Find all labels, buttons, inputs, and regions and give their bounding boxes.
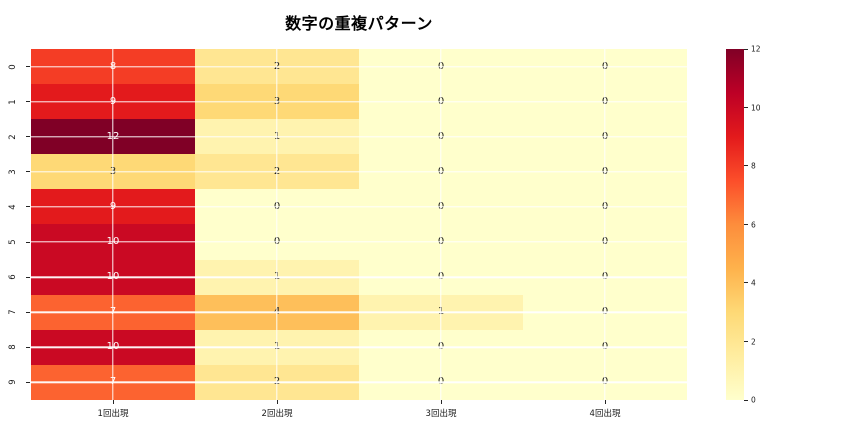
gridline-horizontal xyxy=(31,381,687,384)
colorbar-tick-mark xyxy=(744,282,748,284)
y-tick-mark xyxy=(26,241,30,243)
gridline-vertical xyxy=(112,49,114,400)
y-tick-mark xyxy=(26,311,30,313)
x-tick-label-1: 1回出現 xyxy=(97,409,129,419)
gridline-horizontal xyxy=(31,171,687,173)
colorbar-tick-mark xyxy=(744,48,748,50)
y-tick-label-1: 1 xyxy=(8,98,18,105)
colorbar-tick-mark xyxy=(744,165,748,167)
x-tick-mark xyxy=(277,400,278,404)
colorbar-tick-label-4: 4 xyxy=(751,278,756,288)
y-tick-mark xyxy=(26,136,30,138)
gridline-horizontal xyxy=(31,206,687,208)
gridline-horizontal xyxy=(31,100,687,103)
y-tick-mark xyxy=(26,101,30,103)
gridline-vertical xyxy=(276,49,278,400)
colorbar-tick-label-0: 0 xyxy=(751,395,756,405)
y-tick-mark xyxy=(26,346,30,348)
gridline-vertical xyxy=(440,49,442,400)
x-tick-label-2: 2回出現 xyxy=(261,409,293,419)
gridline-horizontal xyxy=(31,65,687,68)
y-tick-mark xyxy=(26,206,30,208)
y-tick-mark xyxy=(26,276,30,278)
x-tick-label-4: 4回出現 xyxy=(589,409,621,419)
x-tick-mark xyxy=(441,400,442,404)
colorbar-tick-mark xyxy=(744,106,748,108)
gridline-horizontal xyxy=(31,311,687,313)
y-tick-mark xyxy=(26,381,30,383)
y-tick-label-4: 4 xyxy=(8,204,18,210)
y-tick-label-6: 6 xyxy=(8,274,18,280)
gridline-horizontal xyxy=(31,136,687,138)
y-tick-mark xyxy=(26,66,30,68)
y-tick-label-2: 2 xyxy=(8,134,18,140)
gridline-horizontal xyxy=(31,241,687,243)
y-tick-label-5: 5 xyxy=(8,239,18,245)
y-tick-mark xyxy=(26,171,30,173)
gridline-horizontal xyxy=(31,346,687,349)
x-tick-label-3: 3回出現 xyxy=(425,409,457,419)
colorbar-tick-mark xyxy=(744,399,748,401)
colorbar: 0 2 4 6 8 10 12 xyxy=(726,45,761,405)
y-tick-label-8: 8 xyxy=(8,344,18,351)
y-tick-label-7: 7 xyxy=(8,309,18,315)
colorbar-tick-mark xyxy=(744,341,748,342)
colorbar-gradient xyxy=(726,49,744,400)
plot-area: 8200930012100320090001000010100741010100… xyxy=(8,49,687,419)
y-tick-label-3: 3 xyxy=(8,169,18,175)
colorbar-tick-label-8: 8 xyxy=(751,161,756,171)
colorbar-tick-label-6: 6 xyxy=(751,220,756,229)
colorbar-tick-label-12: 12 xyxy=(751,44,761,54)
gridline-vertical xyxy=(604,49,606,400)
gridline-horizontal xyxy=(31,276,687,278)
colorbar-tick-mark xyxy=(744,224,748,225)
y-tick-label-0: 0 xyxy=(8,63,18,70)
colorbar-tick-label-10: 10 xyxy=(751,103,761,112)
x-tick-mark xyxy=(605,400,606,404)
x-tick-mark xyxy=(113,400,114,404)
y-tick-label-9: 9 xyxy=(8,379,18,386)
colorbar-tick-label-2: 2 xyxy=(751,337,756,346)
chart-title: 数字の重複パターン xyxy=(285,14,433,33)
